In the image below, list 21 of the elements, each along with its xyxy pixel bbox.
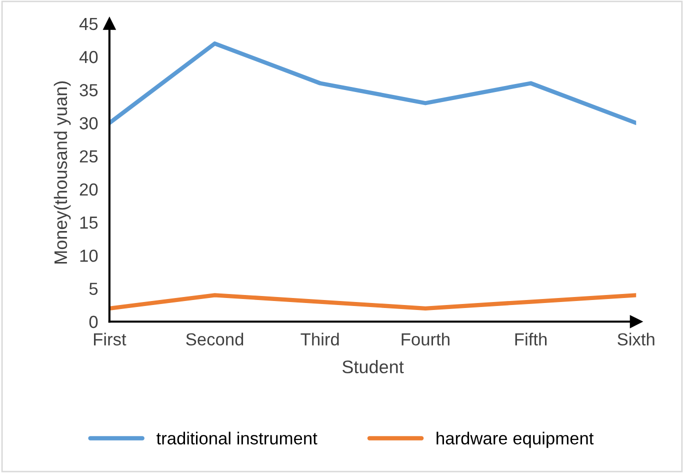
legend-label: hardware equipment — [436, 432, 594, 448]
x-tick-label: Sixth — [618, 332, 654, 346]
y-axis-title: Money(thousand yuan) — [54, 81, 71, 264]
y-tick-label: 25 — [80, 150, 98, 163]
y-tick-label: 0 — [89, 316, 98, 328]
line-series — [109, 41, 636, 126]
x-tick-label: Fourth — [402, 332, 450, 346]
x-tick-label: Third — [300, 332, 339, 346]
x-axis-title: Student — [342, 360, 404, 374]
x-tick-label: Second — [186, 332, 244, 346]
y-tick-label: 5 — [89, 282, 98, 295]
y-tick-label: 35 — [80, 84, 98, 96]
y-tick-label: 20 — [80, 183, 98, 196]
x-tick-label: Fifth — [515, 332, 547, 346]
y-tick-label: 40 — [79, 50, 98, 64]
y-tick-label: 15 — [80, 216, 98, 229]
x-tick-label: First — [94, 332, 126, 346]
legend-label: traditional instrument — [156, 432, 318, 444]
y-tick-label: 30 — [80, 117, 98, 130]
y-tick-label: 10 — [80, 250, 98, 262]
y-tick-label: 45 — [79, 18, 98, 30]
